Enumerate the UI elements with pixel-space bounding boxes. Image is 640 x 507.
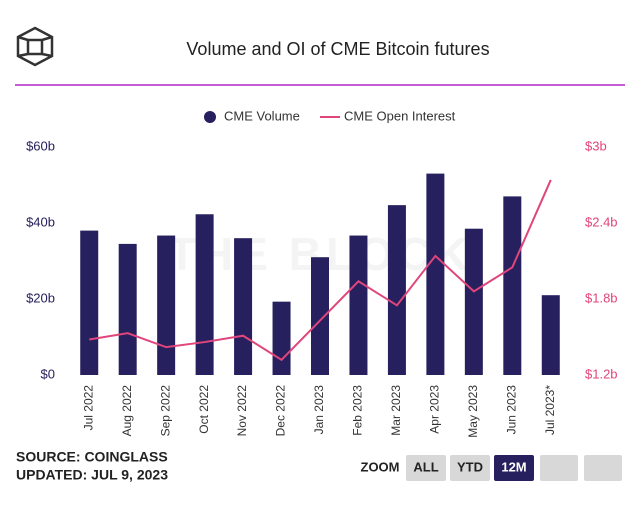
zoom-button[interactable] xyxy=(540,455,578,481)
bar xyxy=(503,196,522,375)
zoom-button-label[interactable]: YTD xyxy=(457,459,483,474)
chart-title: Volume and OI of CME Bitcoin futures xyxy=(186,39,489,59)
x-tick-label: Apr 2023 xyxy=(428,385,442,434)
y2-tick-label: $1.2b xyxy=(585,366,618,381)
legend-label: CME Open Interest xyxy=(344,108,456,123)
zoom-button[interactable] xyxy=(450,455,490,481)
zoom-button-label[interactable]: ALL xyxy=(413,459,438,474)
bar xyxy=(349,235,368,375)
x-tick-label: Mar 2023 xyxy=(389,385,403,436)
x-tick-label: Dec 2022 xyxy=(274,385,288,437)
bar xyxy=(272,301,291,375)
bar xyxy=(426,173,445,375)
x-tick-label: May 2023 xyxy=(466,385,480,438)
zoom-button-label[interactable]: 12M xyxy=(501,459,526,474)
zoom-button[interactable] xyxy=(494,455,534,481)
y2-tick-label: $3b xyxy=(585,138,607,153)
bar xyxy=(541,295,560,375)
y2-tick-label: $1.8b xyxy=(585,290,618,305)
logo xyxy=(16,26,54,67)
zoom-label: ZOOM xyxy=(361,459,400,474)
x-tick-label: Nov 2022 xyxy=(235,385,249,437)
y-tick-label: $20b xyxy=(26,290,55,305)
line xyxy=(89,179,552,362)
bar xyxy=(234,238,253,375)
bar xyxy=(464,228,483,375)
bar xyxy=(118,243,137,375)
zoom-button[interactable] xyxy=(584,455,622,481)
bar xyxy=(80,230,99,375)
bar xyxy=(157,235,176,375)
y-tick-label: $0 xyxy=(41,366,55,381)
x-tick-label: Jan 2023 xyxy=(312,385,326,435)
source: SOURCE: COINGLASS xyxy=(16,449,168,465)
x-tick-label: Jul 2023* xyxy=(543,385,557,435)
bar xyxy=(311,257,329,375)
bar xyxy=(387,205,406,375)
y-tick-label: $60b xyxy=(26,138,55,153)
bar xyxy=(195,214,214,375)
x-tick-label: Jun 2023 xyxy=(504,385,518,435)
x-tick-label: Jul 2022 xyxy=(81,385,95,431)
updated: UPDATED: JUL 9, 2023 xyxy=(16,467,168,483)
x-tick-label: Oct 2022 xyxy=(197,385,211,434)
legend-label: CME Volume xyxy=(224,108,300,123)
x-tick-label: Sep 2022 xyxy=(158,385,172,437)
y2-tick-label: $2.4b xyxy=(585,214,618,229)
x-tick-label: Feb 2023 xyxy=(351,385,365,436)
x-tick-label: Aug 2022 xyxy=(120,385,134,437)
y-tick-label: $40b xyxy=(26,214,55,229)
legend-swatch xyxy=(204,111,216,123)
zoom-button[interactable] xyxy=(406,455,446,481)
